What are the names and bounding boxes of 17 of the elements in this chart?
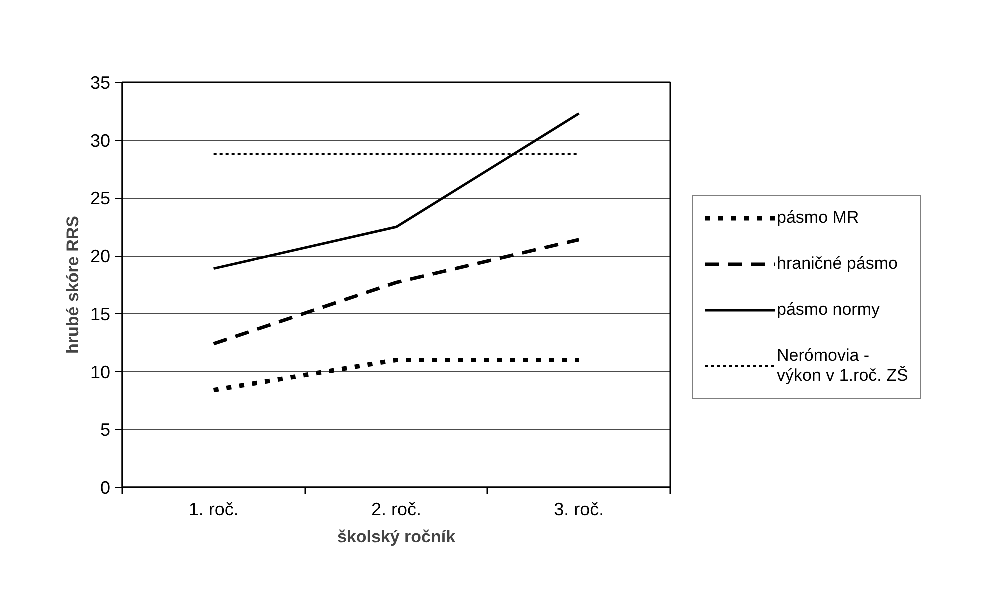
- legend-label: pásmo MR: [777, 208, 860, 228]
- legend-label: Nerómovia - výkon v 1.roč. ZŠ: [777, 346, 908, 386]
- y-tick-label: 5: [100, 420, 111, 440]
- x-axis-title: školský ročník: [337, 528, 456, 546]
- y-tick-label: 35: [90, 73, 111, 93]
- x-tick-label: 2. roč.: [371, 500, 422, 520]
- legend-label: hraničné pásmo: [777, 254, 898, 274]
- y-tick-label: 20: [90, 246, 111, 267]
- y-tick-label: 25: [90, 188, 111, 209]
- legend-label: pásmo normy: [777, 300, 880, 320]
- y-tick-label: 0: [100, 478, 111, 498]
- y-tick-label: 10: [90, 362, 111, 382]
- y-tick-label: 15: [90, 304, 111, 324]
- y-axis-title: hrubé skóre RRS: [63, 216, 82, 354]
- x-tick-label: 3. roč.: [554, 500, 604, 520]
- y-tick-label: 30: [90, 130, 111, 151]
- x-tick-label: 1. roč.: [188, 500, 239, 520]
